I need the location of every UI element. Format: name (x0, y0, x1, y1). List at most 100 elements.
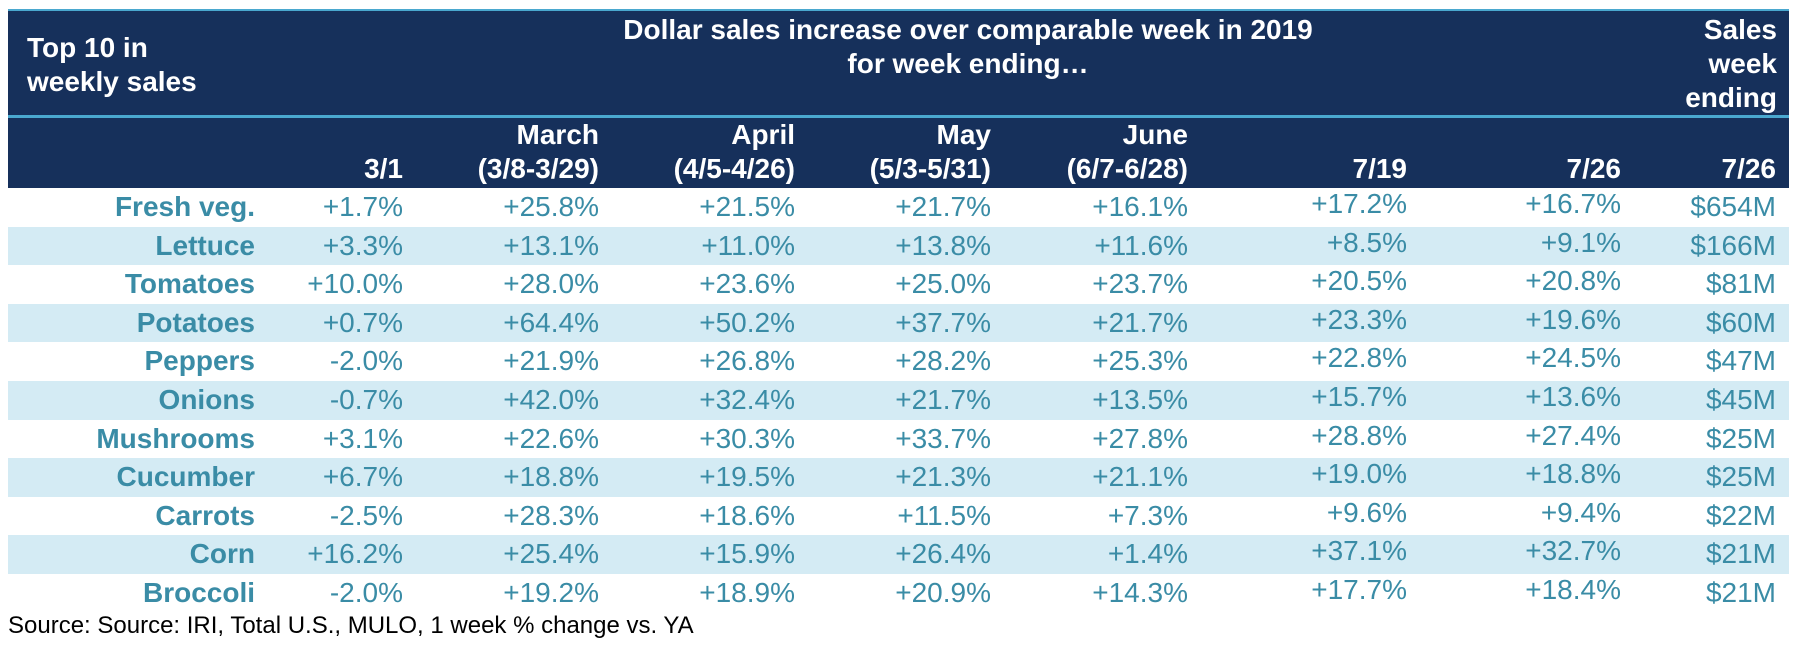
table-cell: $654M (1690, 191, 1776, 222)
table-cell: +20.9% (895, 576, 991, 608)
table-cell: +21.7% (1092, 306, 1188, 338)
column-header-line1 (1567, 118, 1622, 152)
row-label: Cucumber (116, 461, 255, 493)
table-cell: +1.7% (322, 191, 403, 222)
table-cell: +18.9% (699, 576, 795, 608)
table-cell: +27.4% (1525, 419, 1621, 451)
source-note: Source: Source: IRI, Total U.S., MULO, 1… (8, 612, 694, 639)
table-cell: +25.3% (1092, 345, 1188, 377)
column-header: June (6/7-6/28) (1067, 118, 1188, 186)
table-cell: $25M (1705, 461, 1776, 493)
table-cell: +1.4% (1107, 538, 1188, 570)
table-cell: +13.1% (503, 229, 599, 261)
column-header-line1 (1353, 118, 1408, 152)
mid-rule (8, 115, 1789, 118)
column-header-line2: 7/19 (1352, 153, 1408, 184)
table-cell: +19.0% (1311, 458, 1407, 490)
column-header-line2: (4/5-4/26) (673, 153, 795, 184)
header-top-center-line: for week ending… (847, 48, 1089, 79)
table-cell: +3.3% (322, 229, 403, 261)
column-header: March (3/8-3/29) (478, 118, 599, 186)
table-cell: +23.7% (1092, 268, 1188, 300)
table-row: Tomatoes +10.0% +28.0% +23.6% +25.0% +23.7% +2… (8, 265, 1789, 304)
table-cell: +42.0% (503, 383, 599, 415)
table-cell: $22M (1705, 499, 1776, 531)
table-cell: +21.1% (1092, 461, 1188, 493)
table-body: Fresh veg. +1.7% +25.8% +21.5% +21.7% +16.1% +… (8, 188, 1789, 613)
table-cell: -0.7% (329, 383, 403, 415)
table-cell: +25.0% (895, 268, 991, 300)
table-cell: +11.5% (897, 499, 991, 531)
table-cell: +10.0% (307, 268, 403, 300)
header-top-center-line: Dollar sales increase over comparable we… (623, 14, 1313, 45)
table-cell: $25M (1705, 422, 1776, 454)
table-title-band: Top 10 in weekly sales Dollar sales incr… (8, 11, 1789, 115)
table-cell: +19.5% (699, 461, 795, 493)
column-header-row: 3/1 March (3/8-3/29) April (4/5-4/26) May (5/3… (8, 118, 1789, 188)
table-cell: -2.0% (329, 576, 403, 608)
column-header: May (5/3-5/31) (870, 118, 991, 186)
table-cell: +21.7% (895, 383, 991, 415)
table-cell: +11.6% (1094, 229, 1188, 261)
table-cell: +16.1% (1092, 191, 1188, 222)
table-cell: +9.1% (1540, 226, 1621, 258)
row-label: Fresh veg. (114, 191, 255, 222)
table-row: Broccoli -2.0% +19.2% +18.9% +20.9% +14.3% +17… (8, 574, 1789, 613)
table-cell: -2.5% (329, 499, 403, 531)
table-cell: +64.4% (503, 306, 599, 338)
table-row: Peppers -2.0% +21.9% +26.8% +28.2% +25.3% +22.… (8, 342, 1789, 381)
row-label: Mushrooms (96, 422, 255, 454)
header-top-left: Top 10 in weekly sales (27, 31, 197, 99)
table-cell: +6.7% (322, 461, 403, 493)
column-header-line1 (364, 118, 403, 152)
table-cell: +11.0% (701, 229, 795, 261)
table-row: Potatoes +0.7% +64.4% +50.2% +37.7% +21.7% +23… (8, 303, 1789, 343)
table-cell: +25.8% (503, 191, 599, 222)
table-cell: $60M (1705, 306, 1776, 338)
table-row: Carrots -2.5% +28.3% +18.6% +11.5% +7.3% +9.6%… (8, 497, 1789, 536)
table-cell: +28.3% (503, 499, 599, 531)
table-cell: +28.2% (895, 345, 991, 377)
table-row: Corn +16.2% +25.4% +15.9% +26.4% +1.4% +37.1% +… (8, 535, 1789, 574)
table-cell: +16.7% (1525, 188, 1621, 219)
table-cell: +21.7% (895, 191, 991, 222)
row-label: Tomatoes (124, 268, 255, 300)
column-header-line1: June (1122, 119, 1188, 150)
table-cell: +21.5% (699, 191, 795, 222)
table-cell: +9.6% (1326, 496, 1407, 528)
header-top-center: Dollar sales increase over comparable we… (388, 13, 1548, 81)
table-row: Onions -0.7% +42.0% +32.4% +21.7% +13.5% +15.7… (8, 380, 1789, 420)
table-cell: +37.7% (895, 306, 991, 338)
header-top-left-line: Top 10 in (27, 32, 148, 63)
column-header-line2: 3/1 (364, 153, 403, 184)
table-cell: +3.1% (322, 422, 403, 454)
row-label: Peppers (144, 345, 256, 377)
column-header-line2: (5/3-5/31) (869, 153, 991, 184)
table-cell: +30.3% (699, 422, 795, 454)
row-label: Corn (189, 538, 255, 570)
table-cell: +19.6% (1525, 303, 1621, 335)
table-cell: +18.4% (1525, 573, 1621, 605)
column-header-line2: (6/7-6/28) (1066, 153, 1188, 184)
row-label: Carrots (155, 499, 255, 531)
table-cell: +13.5% (1092, 383, 1188, 415)
sales-table: Top 10 in weekly sales Dollar sales incr… (8, 9, 1789, 613)
table-cell: +17.2% (1311, 188, 1407, 219)
table-cell: $21M (1705, 576, 1776, 608)
table-cell: $166M (1690, 229, 1776, 261)
table-cell: +13.8% (895, 229, 991, 261)
table-cell: +16.2% (307, 538, 403, 570)
table-cell: +18.6% (699, 499, 795, 531)
table-row: Mushrooms +3.1% +22.6% +30.3% +33.7% +27.8% +2… (8, 420, 1789, 459)
table-row: Fresh veg. +1.7% +25.8% +21.5% +21.7% +16.1% +… (8, 188, 1789, 227)
table-cell: +28.8% (1311, 419, 1407, 451)
table-cell: +25.4% (503, 538, 599, 570)
table-cell: +23.3% (1311, 303, 1407, 335)
table-cell: +14.3% (1092, 576, 1188, 608)
table-cell: +15.7% (1311, 380, 1407, 412)
column-header: 7/26 (1722, 118, 1777, 186)
table-cell: +18.8% (503, 461, 599, 493)
row-label: Potatoes (136, 306, 255, 338)
top-rule (8, 9, 1789, 11)
header-top-right-line: Sales (1703, 14, 1777, 45)
